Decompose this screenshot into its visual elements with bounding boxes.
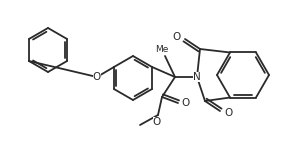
- Text: O: O: [153, 117, 161, 127]
- Text: N: N: [193, 72, 201, 82]
- Text: O: O: [93, 72, 101, 82]
- Text: O: O: [225, 108, 233, 118]
- Text: O: O: [173, 32, 181, 42]
- Text: Me: Me: [155, 45, 169, 54]
- Text: O: O: [182, 98, 190, 108]
